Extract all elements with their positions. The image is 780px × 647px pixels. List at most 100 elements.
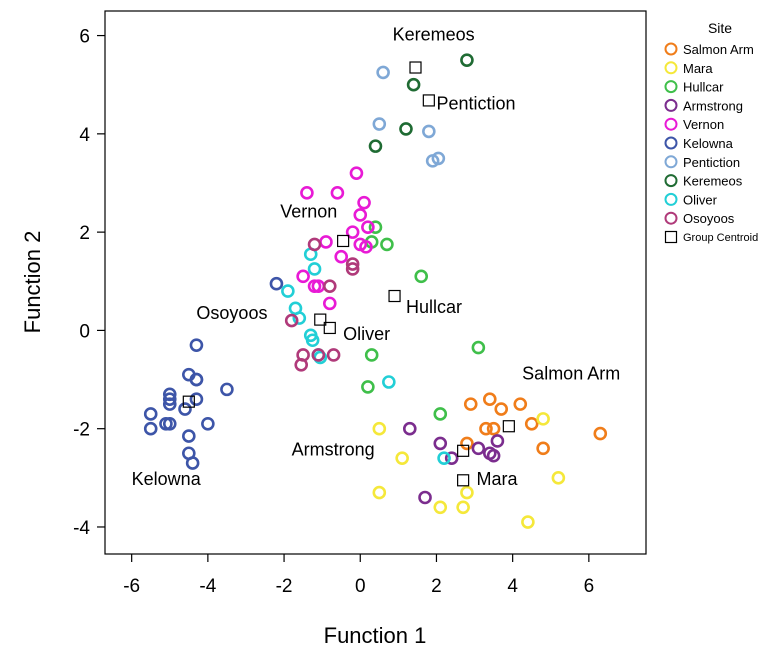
data-point	[330, 186, 345, 200]
centroid-kelowna	[182, 395, 195, 408]
data-point	[368, 220, 383, 235]
data-point	[376, 65, 390, 80]
data-point	[322, 296, 337, 311]
series-salmon-arm	[460, 392, 608, 456]
data-point	[359, 240, 373, 254]
data-point	[185, 456, 200, 470]
data-point	[201, 416, 215, 431]
data-point	[357, 195, 371, 210]
legend-marker-vernon	[664, 117, 678, 131]
data-point	[402, 421, 417, 436]
legend-marker-oliver	[664, 192, 678, 206]
legend-label: Hullcar	[683, 80, 724, 95]
x-axis-title: Function 1	[324, 623, 427, 647]
annotations: Keremeos Pentiction Vernon Hullcar Osoyoos Ol…	[132, 24, 621, 489]
data-point	[189, 372, 204, 387]
data-point	[395, 451, 409, 465]
centroid-mara	[457, 474, 470, 487]
data-point	[486, 448, 501, 463]
legend-label: Pentiction	[683, 155, 740, 170]
series-hullcar	[361, 220, 486, 421]
y-tick-label: 6	[79, 27, 90, 48]
data-point	[364, 348, 379, 362]
data-point	[361, 220, 375, 235]
legend-marker-armstrong	[664, 98, 678, 112]
annotation-osoyoos: Osoyoos	[196, 303, 267, 323]
legend-title: Site	[708, 20, 732, 36]
plot-frame	[104, 10, 647, 555]
x-tick-label: 2	[431, 576, 442, 597]
data-point	[463, 397, 478, 411]
legend-label: Salmon Arm	[683, 42, 754, 57]
data-point	[479, 421, 493, 436]
annotation-mara: Mara	[476, 469, 518, 489]
series-vernon	[296, 166, 375, 311]
data-point	[460, 485, 474, 500]
data-point	[334, 249, 349, 264]
data-point	[494, 402, 509, 416]
legend-label: Osoyoos	[683, 211, 735, 226]
legend-marker-centroid	[664, 230, 678, 244]
data-point	[159, 416, 173, 431]
series-oliver	[281, 247, 451, 465]
y-tick-label: -4	[73, 518, 90, 539]
data-point	[143, 407, 158, 421]
data-point	[269, 276, 284, 291]
data-point	[189, 338, 204, 352]
legend-marker-kelowna	[664, 136, 678, 150]
data-point	[433, 500, 448, 515]
data-point	[414, 269, 429, 284]
data-point	[220, 382, 234, 397]
y-tick-label: -2	[73, 420, 90, 441]
data-point	[294, 358, 309, 372]
legend-label: Vernon	[683, 117, 724, 132]
data-point	[182, 429, 196, 443]
data-point	[345, 257, 360, 271]
legend-marker-hullcar	[664, 80, 678, 94]
series-osoyoos	[284, 237, 360, 372]
data-point	[482, 392, 497, 407]
data-point	[406, 77, 421, 92]
data-point	[437, 451, 451, 465]
data-point	[460, 436, 474, 451]
data-point	[536, 441, 550, 456]
data-point	[326, 348, 341, 362]
data-point	[361, 380, 375, 394]
y-axis-title: Function 2	[20, 231, 45, 334]
data-point	[322, 279, 337, 293]
data-point	[456, 500, 470, 515]
y-tick-label: 4	[79, 125, 90, 146]
x-tick-label: 0	[355, 576, 366, 597]
data-point	[305, 333, 320, 348]
data-point	[380, 237, 394, 252]
legend-marker-mara	[664, 61, 678, 75]
series-keremeos	[368, 53, 474, 153]
legend-marker-osoyoos	[664, 211, 678, 225]
data-point	[189, 392, 204, 407]
series-mara	[372, 412, 566, 529]
data-point	[422, 124, 436, 139]
data-point	[368, 139, 383, 153]
centroid-oliver	[323, 321, 336, 335]
centroid-vernon	[337, 234, 350, 248]
data-point	[178, 402, 192, 416]
x-tick-label: 4	[507, 576, 518, 597]
data-point	[345, 225, 360, 239]
data-point	[382, 375, 396, 389]
data-point	[399, 122, 413, 136]
centroid-armstrong	[457, 444, 470, 457]
x-tick-label: -4	[199, 576, 216, 597]
centroid-hullcar	[388, 289, 401, 303]
annotation-salmon-arm: Salmon Arm	[522, 364, 620, 384]
legend-label: Oliver	[683, 192, 718, 207]
data-point	[372, 485, 387, 500]
data-point	[524, 416, 539, 431]
data-point	[300, 186, 314, 200]
x-tick-label: 6	[584, 576, 595, 597]
annotation-keremeos: Keremeos	[393, 24, 475, 44]
data-point	[460, 53, 474, 67]
annotation-armstrong: Armstrong	[292, 440, 375, 460]
group-centroids	[182, 61, 515, 487]
data-point	[486, 421, 501, 436]
centroid-keremeos	[409, 61, 422, 74]
